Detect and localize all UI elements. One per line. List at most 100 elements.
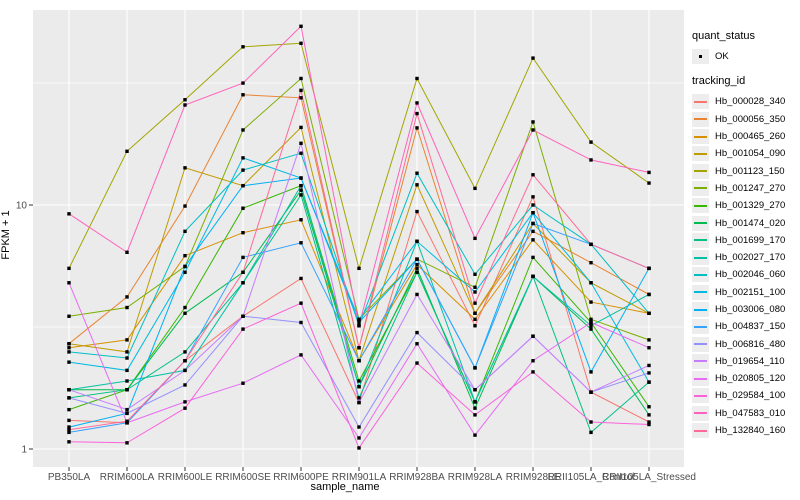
series-color-key	[692, 302, 709, 317]
ok-square-icon	[698, 54, 703, 59]
legend-entry-label: Hb_001699_170	[715, 234, 786, 246]
series-line-swatch	[694, 118, 707, 121]
svg-text:RRIM928LE: RRIM928LE	[506, 472, 561, 483]
legend-entry-label: Hb_002151_100	[715, 286, 786, 298]
series-color-key	[692, 180, 709, 196]
series-color-key	[692, 371, 709, 387]
legend: quant_status OK tracking_id Hb_000028_34…	[692, 30, 798, 439]
series-color-key	[692, 215, 709, 231]
legend-title-tracking-id: tracking_id	[692, 75, 746, 88]
legend-entry-label: Hb_002027_170	[715, 252, 786, 264]
series-color-key	[692, 129, 709, 145]
legend-entry: Hb_132840_160	[692, 422, 798, 439]
series-color-key	[692, 94, 709, 110]
svg-text:RRIM600SE: RRIM600SE	[215, 472, 271, 483]
svg-text:PB350LA: PB350LA	[48, 472, 91, 483]
legend-items-list: Hb_000028_340 Hb_000056_350 Hb_000465_260 H…	[692, 93, 798, 439]
legend-entry: Hb_019654_110	[692, 353, 798, 370]
legend-entry: Hb_000465_260	[692, 128, 798, 145]
legend-quant-status-block: quant_status OK	[692, 30, 798, 65]
series-line-swatch	[694, 343, 707, 346]
legend-entry-label: Hb_001329_270	[715, 200, 786, 212]
legend-entry-label: Hb_132840_160	[715, 425, 786, 437]
y-axis-title: FPKM + 1	[0, 210, 12, 260]
series-color-key	[692, 284, 709, 300]
series-line-swatch	[694, 239, 707, 242]
legend-entry: Hb_001474_020	[692, 214, 798, 231]
series-line-swatch	[694, 325, 707, 328]
series-line-swatch	[694, 222, 707, 225]
series-color-key	[692, 336, 709, 352]
series-line-swatch	[694, 273, 707, 276]
svg-text:RRIM928LA: RRIM928LA	[448, 472, 503, 483]
legend-entry: Hb_006816_480	[692, 335, 798, 352]
series-color-key	[692, 111, 709, 127]
ok-point-key	[692, 49, 709, 65]
legend-entry: Hb_047583_010	[692, 405, 798, 422]
legend-entry: Hb_001247_270	[692, 180, 798, 197]
series-color-key	[692, 146, 709, 162]
legend-entry: Hb_001699_170	[692, 232, 798, 249]
series-color-key	[692, 267, 709, 283]
series-color-key	[692, 319, 709, 335]
series-line-swatch	[694, 308, 707, 311]
series-line-swatch	[694, 394, 707, 397]
legend-entry: Hb_029584_100	[692, 387, 798, 404]
svg-text:RRII105LA_Stressed: RRII105LA_Stressed	[602, 472, 696, 483]
svg-text:10: 10	[16, 201, 28, 212]
series-color-key	[692, 250, 709, 266]
legend-entry: Hb_002046_060	[692, 266, 798, 283]
legend-entry: Hb_020805_120	[692, 370, 798, 387]
svg-text:RRII105LA_Control: RRII105LA_Control	[548, 472, 635, 483]
legend-entry-label: Hb_006816_480	[715, 338, 786, 350]
legend-entry-label: Hb_000056_350	[715, 113, 786, 125]
series-line-swatch	[694, 412, 707, 415]
legend-entry-label: Hb_004837_150	[715, 321, 786, 333]
legend-entry-label: Hb_001474_020	[715, 217, 786, 229]
legend-entry-label: Hb_001054_090	[715, 148, 786, 160]
svg-text:RRIM901LA: RRIM901LA	[332, 472, 387, 483]
legend-entry: Hb_001329_270	[692, 197, 798, 214]
svg-text:RRIM600LE: RRIM600LE	[158, 472, 213, 483]
legend-entry: Hb_003006_080	[692, 301, 798, 318]
legend-title-quant-status: quant_status	[692, 30, 755, 42]
svg-text:1: 1	[21, 445, 27, 456]
series-line-swatch	[694, 256, 707, 259]
legend-entry-ok: OK	[692, 48, 798, 65]
legend-entry-label: Hb_020805_120	[715, 373, 786, 385]
series-line-swatch	[694, 100, 707, 103]
series-line-swatch	[694, 360, 707, 363]
series-line-swatch	[694, 135, 707, 138]
series-color-key	[692, 163, 709, 179]
legend-entry-label: Hb_029584_100	[715, 390, 786, 402]
legend-entry-label: Hb_002046_060	[715, 269, 786, 281]
series-line-swatch	[694, 187, 707, 190]
legend-entry-label: Hb_047583_010	[715, 407, 786, 419]
svg-text:RRIM600LA: RRIM600LA	[100, 472, 155, 483]
series-line-swatch	[694, 429, 707, 432]
legend-entry-label: Hb_003006_080	[715, 304, 786, 315]
legend-entry-label: OK	[715, 51, 729, 63]
legend-entry: Hb_002151_100	[692, 284, 798, 301]
legend-entry: Hb_000056_350	[692, 111, 798, 128]
legend-entry: Hb_001123_150	[692, 162, 798, 179]
legend-entry-label: Hb_019654_110	[715, 355, 785, 367]
series-color-key	[692, 232, 709, 248]
series-line-swatch	[694, 170, 707, 173]
legend-entry: Hb_002027_170	[692, 249, 798, 266]
x-axis-title: sample_name	[310, 481, 380, 493]
legend-entry-label: Hb_001123_150	[715, 165, 785, 177]
legend-entry-label: Hb_001247_270	[715, 182, 786, 194]
series-line-swatch	[694, 152, 707, 155]
series-color-key	[692, 388, 709, 404]
series-line-swatch	[694, 377, 707, 380]
legend-entry-label: Hb_000465_260	[715, 131, 786, 143]
svg-text:RRIM600PE: RRIM600PE	[273, 472, 329, 483]
series-color-key	[692, 405, 709, 421]
legend-entry: Hb_001054_090	[692, 145, 798, 162]
series-line-swatch	[694, 204, 707, 207]
series-color-key	[692, 353, 709, 369]
svg-text:RRIM928BA: RRIM928BA	[389, 472, 445, 483]
series-color-key	[692, 198, 709, 214]
